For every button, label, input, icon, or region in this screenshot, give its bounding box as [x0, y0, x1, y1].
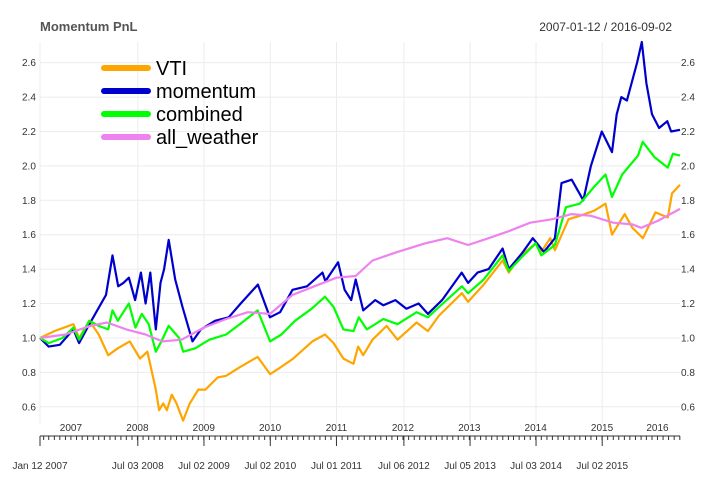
y-tick-label-left: 2.2: [22, 127, 36, 138]
series-line-all_weather: [39, 207, 681, 343]
y-tick-label-right: 0.8: [681, 368, 695, 379]
y-tick-label-right: 2.2: [681, 127, 695, 138]
x-tick-label: Jul 02 2010: [244, 461, 296, 472]
legend-label-all_weather: all_weather: [156, 127, 259, 149]
y-tick-label-left: 1.4: [22, 265, 36, 276]
y-tick-label-left: 1.8: [22, 196, 36, 207]
y-tick-label-right: 2.4: [681, 93, 695, 104]
grid-lines: [39, 42, 680, 424]
year-label: 2015: [591, 423, 614, 434]
x-tick-label: Jan 12 2007: [12, 461, 67, 472]
legend-label-combined: combined: [156, 104, 243, 126]
y-tick-label-left: 0.6: [22, 402, 36, 413]
y-tick-label-left: 1.6: [22, 230, 36, 241]
y-tick-label-left: 2.4: [22, 93, 36, 104]
y-tick-label-right: 1.0: [681, 333, 695, 344]
series-lines: [39, 40, 681, 422]
y-tick-label-right: 1.6: [681, 230, 695, 241]
y-axis-left: 0.6 0.8 1.0 1.2 1.4 1.6 1.8 2.0 2.2 2.4 2.6: [22, 58, 36, 413]
y-tick-label-left: 1.0: [22, 333, 36, 344]
x-tick-label: Jul 02 2015: [576, 461, 628, 472]
year-label: 2011: [326, 423, 348, 434]
legend-label-VTI: VTI: [156, 58, 187, 80]
y-tick-label-left: 1.2: [22, 299, 36, 310]
y-tick-label-left: 2.0: [22, 161, 36, 172]
y-tick-label-right: 1.2: [681, 299, 695, 310]
year-label: 2012: [392, 423, 415, 434]
x-tick-label: Jul 03 2008: [112, 461, 164, 472]
y-tick-label-right: 2.6: [681, 58, 695, 69]
y-tick-label-right: 1.8: [681, 196, 695, 207]
x-tick-label: Jul 06 2012: [378, 461, 430, 472]
x-tick-label: Jul 01 2011: [311, 461, 362, 472]
legend-label-momentum: momentum: [156, 81, 256, 103]
year-label: 2007: [60, 423, 83, 434]
year-label: 2014: [525, 423, 548, 434]
x-axis: Jan 12 2007 Jul 03 2008 Jul 02 2009 Jul 02 …: [12, 423, 681, 472]
chart-title: Momentum PnL: [40, 19, 138, 34]
y-tick-label-right: 2.0: [681, 161, 695, 172]
year-label: 2010: [259, 423, 282, 434]
y-tick-label-left: 0.8: [22, 368, 36, 379]
y-tick-label-right: 1.4: [681, 265, 695, 276]
date-range: 2007-01-12 / 2016-09-02: [539, 20, 672, 34]
year-label: 2016: [646, 423, 669, 434]
year-label: 2009: [193, 423, 216, 434]
x-tick-label: Jul 05 2013: [444, 461, 496, 472]
y-tick-label-right: 0.6: [681, 402, 695, 413]
series-line-momentum: [39, 40, 681, 348]
x-tick-label: Jul 02 2009: [178, 461, 230, 472]
series-line-VTI: [39, 184, 681, 422]
x-tick-label: Jul 03 2014: [510, 461, 562, 472]
year-label: 2013: [458, 423, 481, 434]
year-label: 2008: [126, 423, 149, 434]
y-tick-label-left: 2.6: [22, 58, 36, 69]
series-line-combined: [39, 140, 681, 353]
y-axis-right: 0.6 0.8 1.0 1.2 1.4 1.6 1.8 2.0 2.2 2.4 2.6: [681, 58, 695, 413]
